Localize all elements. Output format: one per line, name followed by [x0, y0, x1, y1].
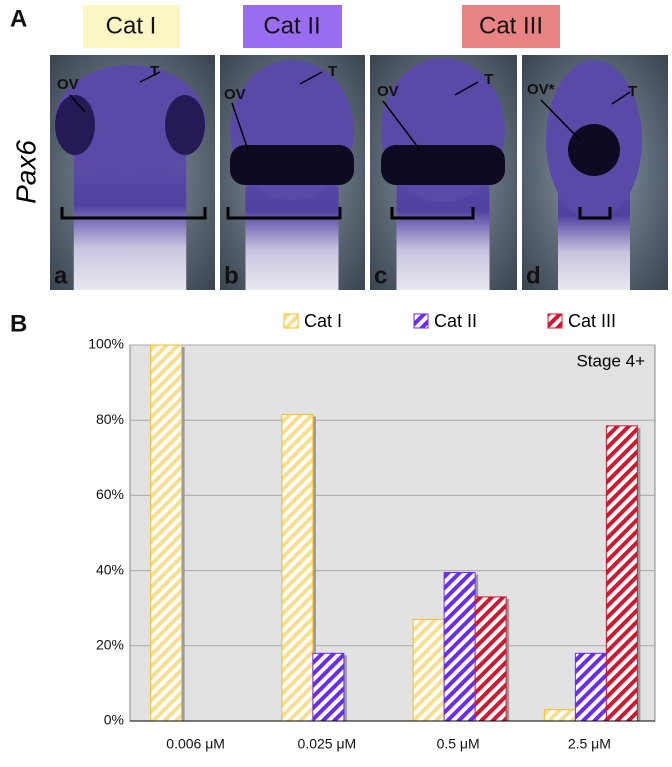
- bar: [574, 652, 607, 722]
- stain: [165, 95, 205, 155]
- photo-annotation: T: [150, 63, 159, 80]
- y-tick-label: 60%: [96, 486, 124, 502]
- category-box: [462, 5, 560, 48]
- pointer: [69, 94, 86, 113]
- category-label: Cat III: [479, 12, 543, 39]
- y-tick-label: 80%: [96, 411, 124, 427]
- pointer: [231, 102, 249, 151]
- bar: [543, 709, 576, 722]
- bar: [150, 344, 183, 722]
- photo-letter: a: [54, 262, 68, 289]
- bar: [443, 571, 476, 722]
- plot-area: [129, 344, 656, 722]
- pointer: [454, 81, 479, 96]
- legend-swatch: [547, 313, 563, 329]
- stain: [381, 145, 505, 185]
- photo-annotation: OV: [224, 86, 246, 103]
- bar: [474, 596, 507, 722]
- bracket: [226, 207, 342, 220]
- x-tick-label: 0.006 μM: [166, 736, 225, 752]
- y-tick-label: 100%: [88, 336, 124, 352]
- pointer: [611, 91, 631, 105]
- photo-annotation: OV: [57, 76, 79, 93]
- category-box: [83, 5, 180, 48]
- embryo-head: [55, 65, 205, 175]
- x-tick-label: 2.5 μM: [568, 736, 611, 752]
- legend-label: Cat II: [434, 311, 477, 331]
- bar: [281, 414, 314, 722]
- bar: [312, 652, 345, 722]
- legend-swatch: [283, 313, 299, 329]
- pointer: [382, 100, 421, 151]
- bracket: [60, 207, 207, 220]
- photo-annotation: OV*: [527, 81, 555, 98]
- photos: OV Ta OV Tb OV Tc OV* Td: [50, 55, 668, 290]
- y-tick-label: 40%: [96, 561, 124, 577]
- pointer: [540, 99, 581, 141]
- photo-letter: b: [224, 262, 239, 289]
- photo-letter: d: [526, 262, 541, 289]
- category-label: Cat I: [106, 12, 157, 39]
- bracket: [390, 207, 475, 220]
- x-tick-label: 0.025 μM: [298, 736, 357, 752]
- bracket: [578, 207, 612, 220]
- stain: [55, 95, 95, 155]
- photo-annotation: T: [328, 63, 337, 80]
- legend-swatch: [413, 313, 429, 329]
- category-box: [243, 5, 342, 48]
- legend-label: Cat I: [304, 311, 342, 331]
- photo-letter: c: [374, 262, 387, 289]
- panel-label: A: [10, 5, 27, 32]
- gene-label: Pax6: [10, 140, 41, 204]
- legend-label: Cat III: [568, 311, 616, 331]
- bar: [412, 618, 445, 722]
- pointer: [299, 71, 323, 85]
- annotation: Stage 4+: [576, 351, 645, 370]
- photo-annotation: T: [484, 71, 493, 88]
- photo-annotation: T: [628, 83, 637, 100]
- pointer: [139, 71, 161, 83]
- stain: [568, 124, 620, 176]
- y-tick-label: 0%: [104, 712, 124, 728]
- panel-label: B: [10, 310, 27, 337]
- x-tick-label: 0.5 μM: [437, 736, 480, 752]
- y-tick-label: 20%: [96, 637, 124, 653]
- category-label: Cat II: [263, 12, 320, 39]
- stain: [230, 145, 354, 185]
- photo-annotation: OV: [377, 83, 399, 100]
- bar: [605, 425, 638, 722]
